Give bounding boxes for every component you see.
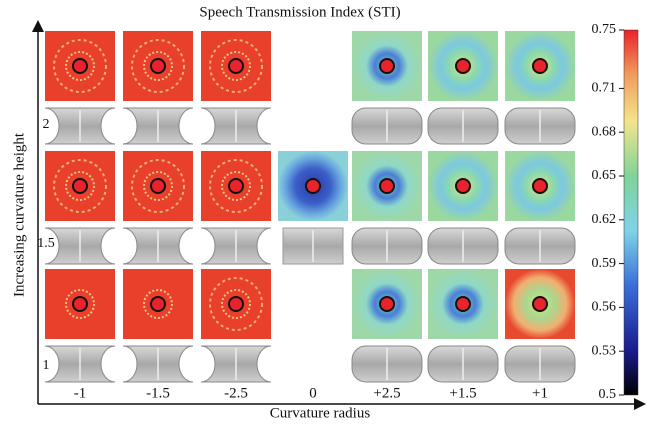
- column-label: +1.5: [449, 385, 476, 401]
- column-label: 0: [309, 385, 317, 401]
- x-axis-label: Curvature radius: [270, 405, 371, 421]
- ring: [65, 51, 95, 81]
- colorbar-tick-label: 0.75: [592, 22, 617, 37]
- ring: [143, 289, 173, 319]
- colorbar: [623, 29, 639, 396]
- ring: [131, 159, 185, 213]
- source: [455, 58, 471, 74]
- column-label: -1: [74, 385, 87, 401]
- source: [379, 178, 395, 194]
- source: [455, 178, 471, 194]
- source: [72, 296, 88, 312]
- source: [228, 296, 244, 312]
- source: [532, 58, 548, 74]
- source: [532, 296, 548, 312]
- colorbar-tick-label: 0.59: [592, 256, 617, 271]
- colorbar-tick-label: 0.5: [599, 387, 617, 402]
- y-axis-label: Increasing curvature height: [11, 132, 27, 297]
- ring: [209, 159, 263, 213]
- colorbar-tick-label: 0.53: [592, 343, 617, 358]
- ring: [143, 51, 173, 81]
- ring: [53, 39, 107, 93]
- colorbar-tick-label: 0.68: [592, 124, 617, 139]
- source: [150, 58, 166, 74]
- source: [72, 178, 88, 194]
- ring: [143, 171, 173, 201]
- row-label: 1.5: [37, 236, 55, 251]
- title: Speech Transmission Index (STI): [199, 4, 400, 20]
- ring: [65, 289, 95, 319]
- colorbar-tick-label: 0.65: [592, 168, 617, 183]
- source: [532, 178, 548, 194]
- column-label: -1.5: [146, 385, 170, 401]
- ring: [221, 51, 251, 81]
- colorbar-tick-label: 0.62: [592, 212, 617, 227]
- source: [228, 58, 244, 74]
- source: [150, 296, 166, 312]
- row-label: 2: [43, 117, 50, 132]
- column-label: +1: [532, 385, 548, 401]
- ring: [221, 289, 251, 319]
- column-label: -2.5: [224, 385, 248, 401]
- source: [455, 296, 471, 312]
- row-label: 1: [43, 358, 50, 373]
- colorbar-tick-label: 0.71: [592, 81, 617, 96]
- column-label: +2.5: [373, 385, 400, 401]
- ring: [221, 171, 251, 201]
- ring: [209, 277, 263, 331]
- source: [228, 178, 244, 194]
- source: [379, 296, 395, 312]
- ring: [65, 171, 95, 201]
- source: [150, 178, 166, 194]
- ring: [209, 39, 263, 93]
- source: [379, 58, 395, 74]
- ring: [53, 159, 107, 213]
- ring: [131, 39, 185, 93]
- colorbar-tick-label: 0.56: [592, 300, 617, 315]
- source: [72, 58, 88, 74]
- source: [305, 178, 321, 194]
